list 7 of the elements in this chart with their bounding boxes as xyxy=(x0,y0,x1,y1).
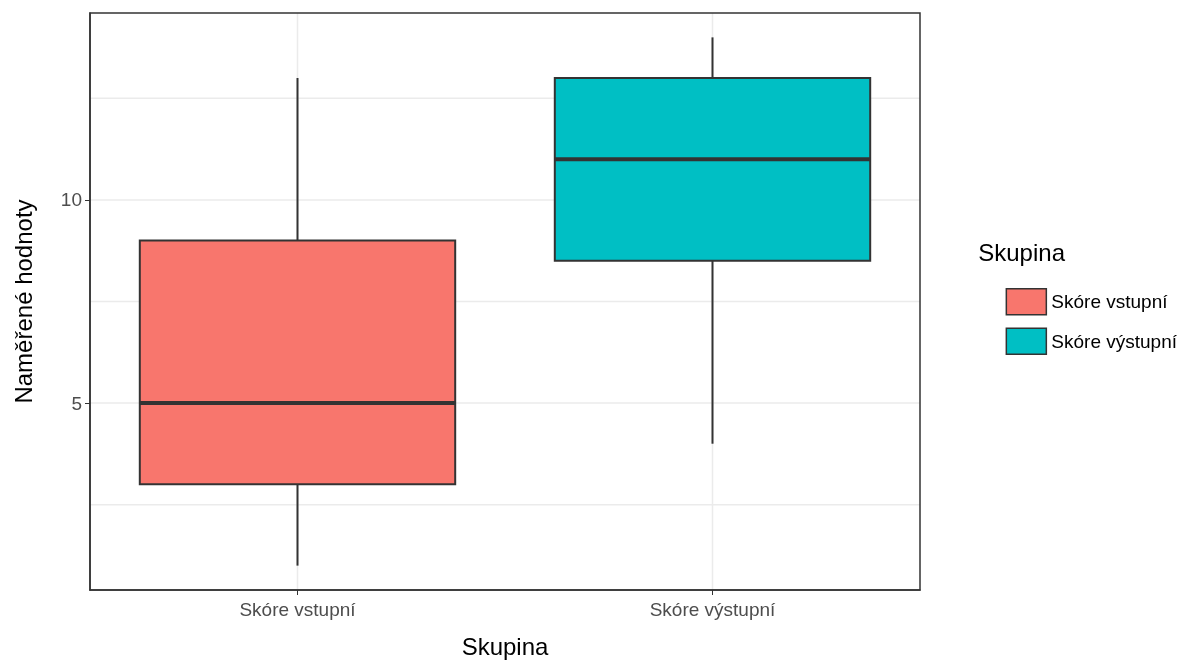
y-axis-title: Naměřené hodnoty xyxy=(9,199,37,404)
legend-title: Skupina xyxy=(978,238,1066,266)
y-tick-label: 10 xyxy=(60,189,82,211)
legend-label: Skóre výstupní xyxy=(1051,330,1178,352)
x-axis-title: Skupina xyxy=(461,632,550,660)
y-tick-label: 5 xyxy=(71,392,82,414)
legend-label: Skóre vstupní xyxy=(1051,291,1169,313)
